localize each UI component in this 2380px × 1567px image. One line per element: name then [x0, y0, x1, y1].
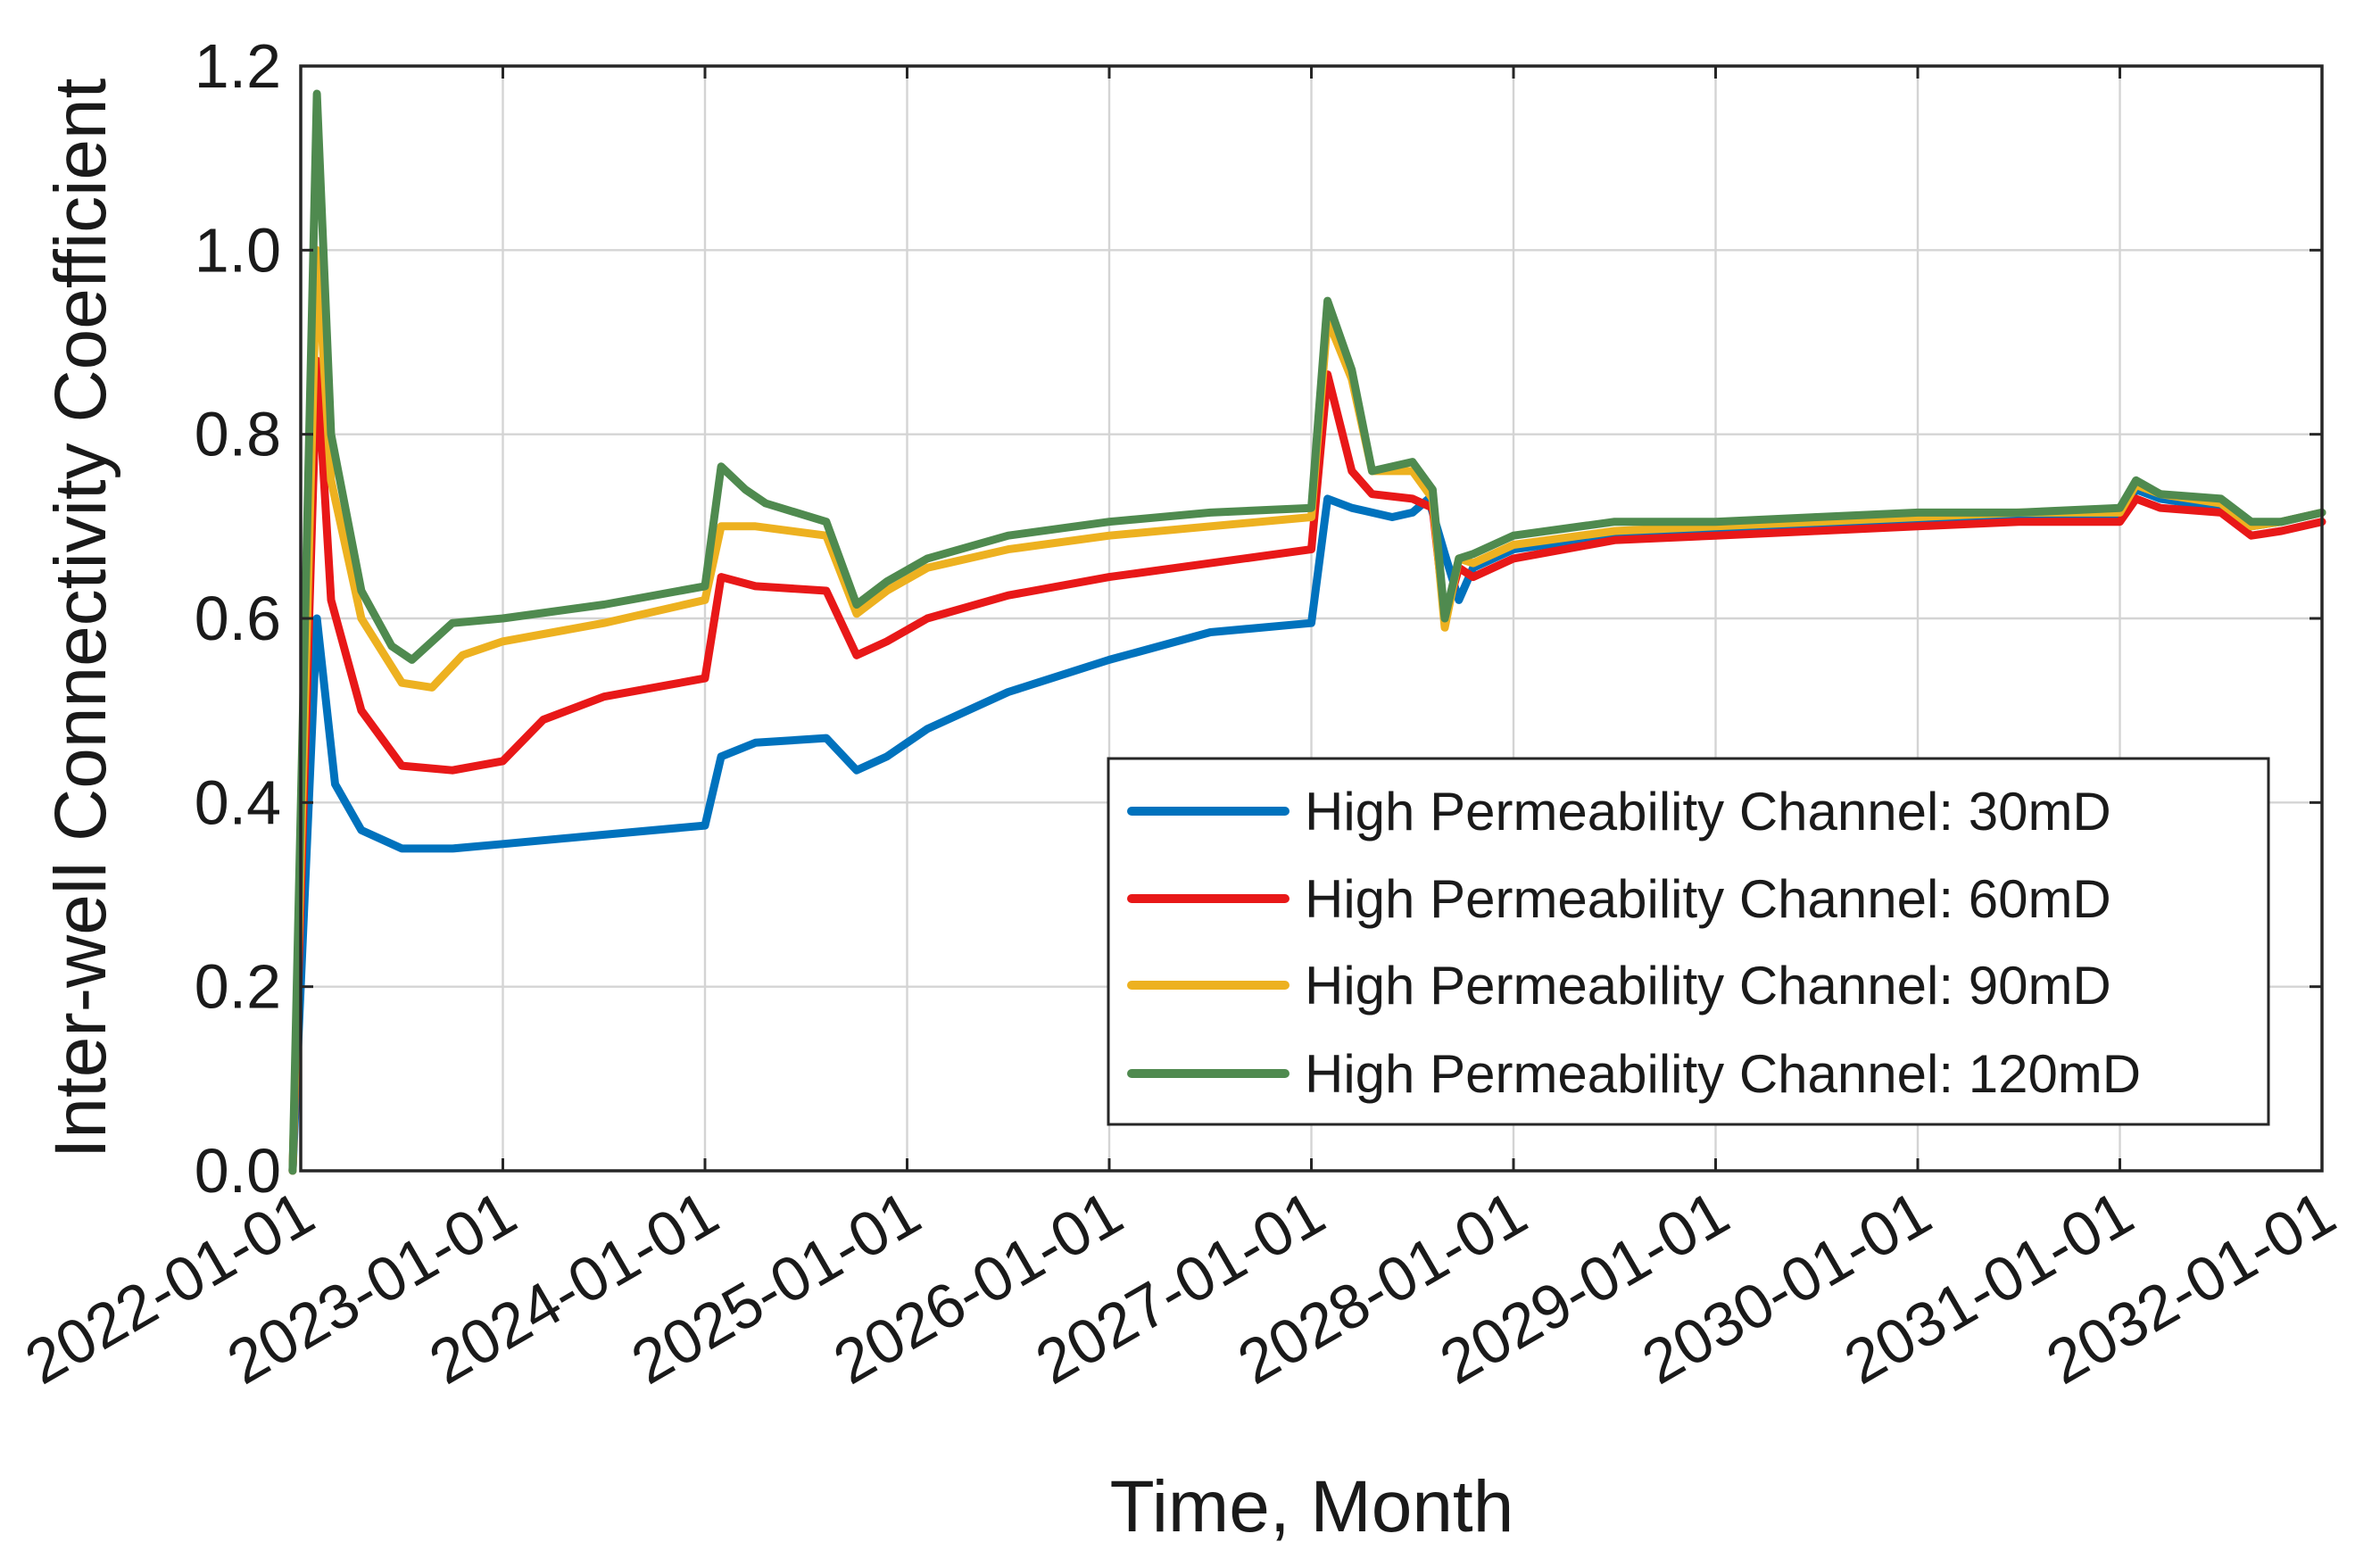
legend: High Permeability Channel: 30mD High Perm… — [1107, 757, 2270, 1126]
legend-label-4: High Permeability Channel: 120mD — [1305, 1044, 2141, 1104]
y-axis-title: Inter-well Connectivity Coefficient — [40, 78, 121, 1158]
y-tick-label: 0.6 — [195, 584, 281, 653]
y-tick-label: 0.8 — [195, 400, 281, 469]
legend-entries: High Permeability Channel: 30mD High Perm… — [1127, 782, 2141, 1104]
y-tick-label: 0.0 — [195, 1136, 281, 1206]
plot-lines — [288, 89, 2326, 1175]
legend-label-3: High Permeability Channel: 90mD — [1305, 956, 2111, 1016]
y-tick-label: 1.0 — [195, 215, 281, 285]
y-tick-label: 0.4 — [195, 767, 281, 837]
y-axis-ticks: 0.0 0.2 0.4 0.6 0.8 1.0 1.2 — [195, 31, 2322, 1206]
legend-label-2: High Permeability Channel: 60mD — [1305, 869, 2111, 929]
legend-box — [1107, 757, 2270, 1126]
x-axis-title: Time, Month — [1110, 1466, 1514, 1547]
y-tick-label: 1.2 — [195, 31, 281, 101]
series-line-1 — [288, 485, 2326, 1175]
y-tick-label: 0.2 — [195, 952, 281, 1022]
series-line-4 — [288, 89, 2326, 1175]
legend-label-1: High Permeability Channel: 30mD — [1305, 782, 2111, 842]
series-line-2 — [288, 356, 2326, 1175]
